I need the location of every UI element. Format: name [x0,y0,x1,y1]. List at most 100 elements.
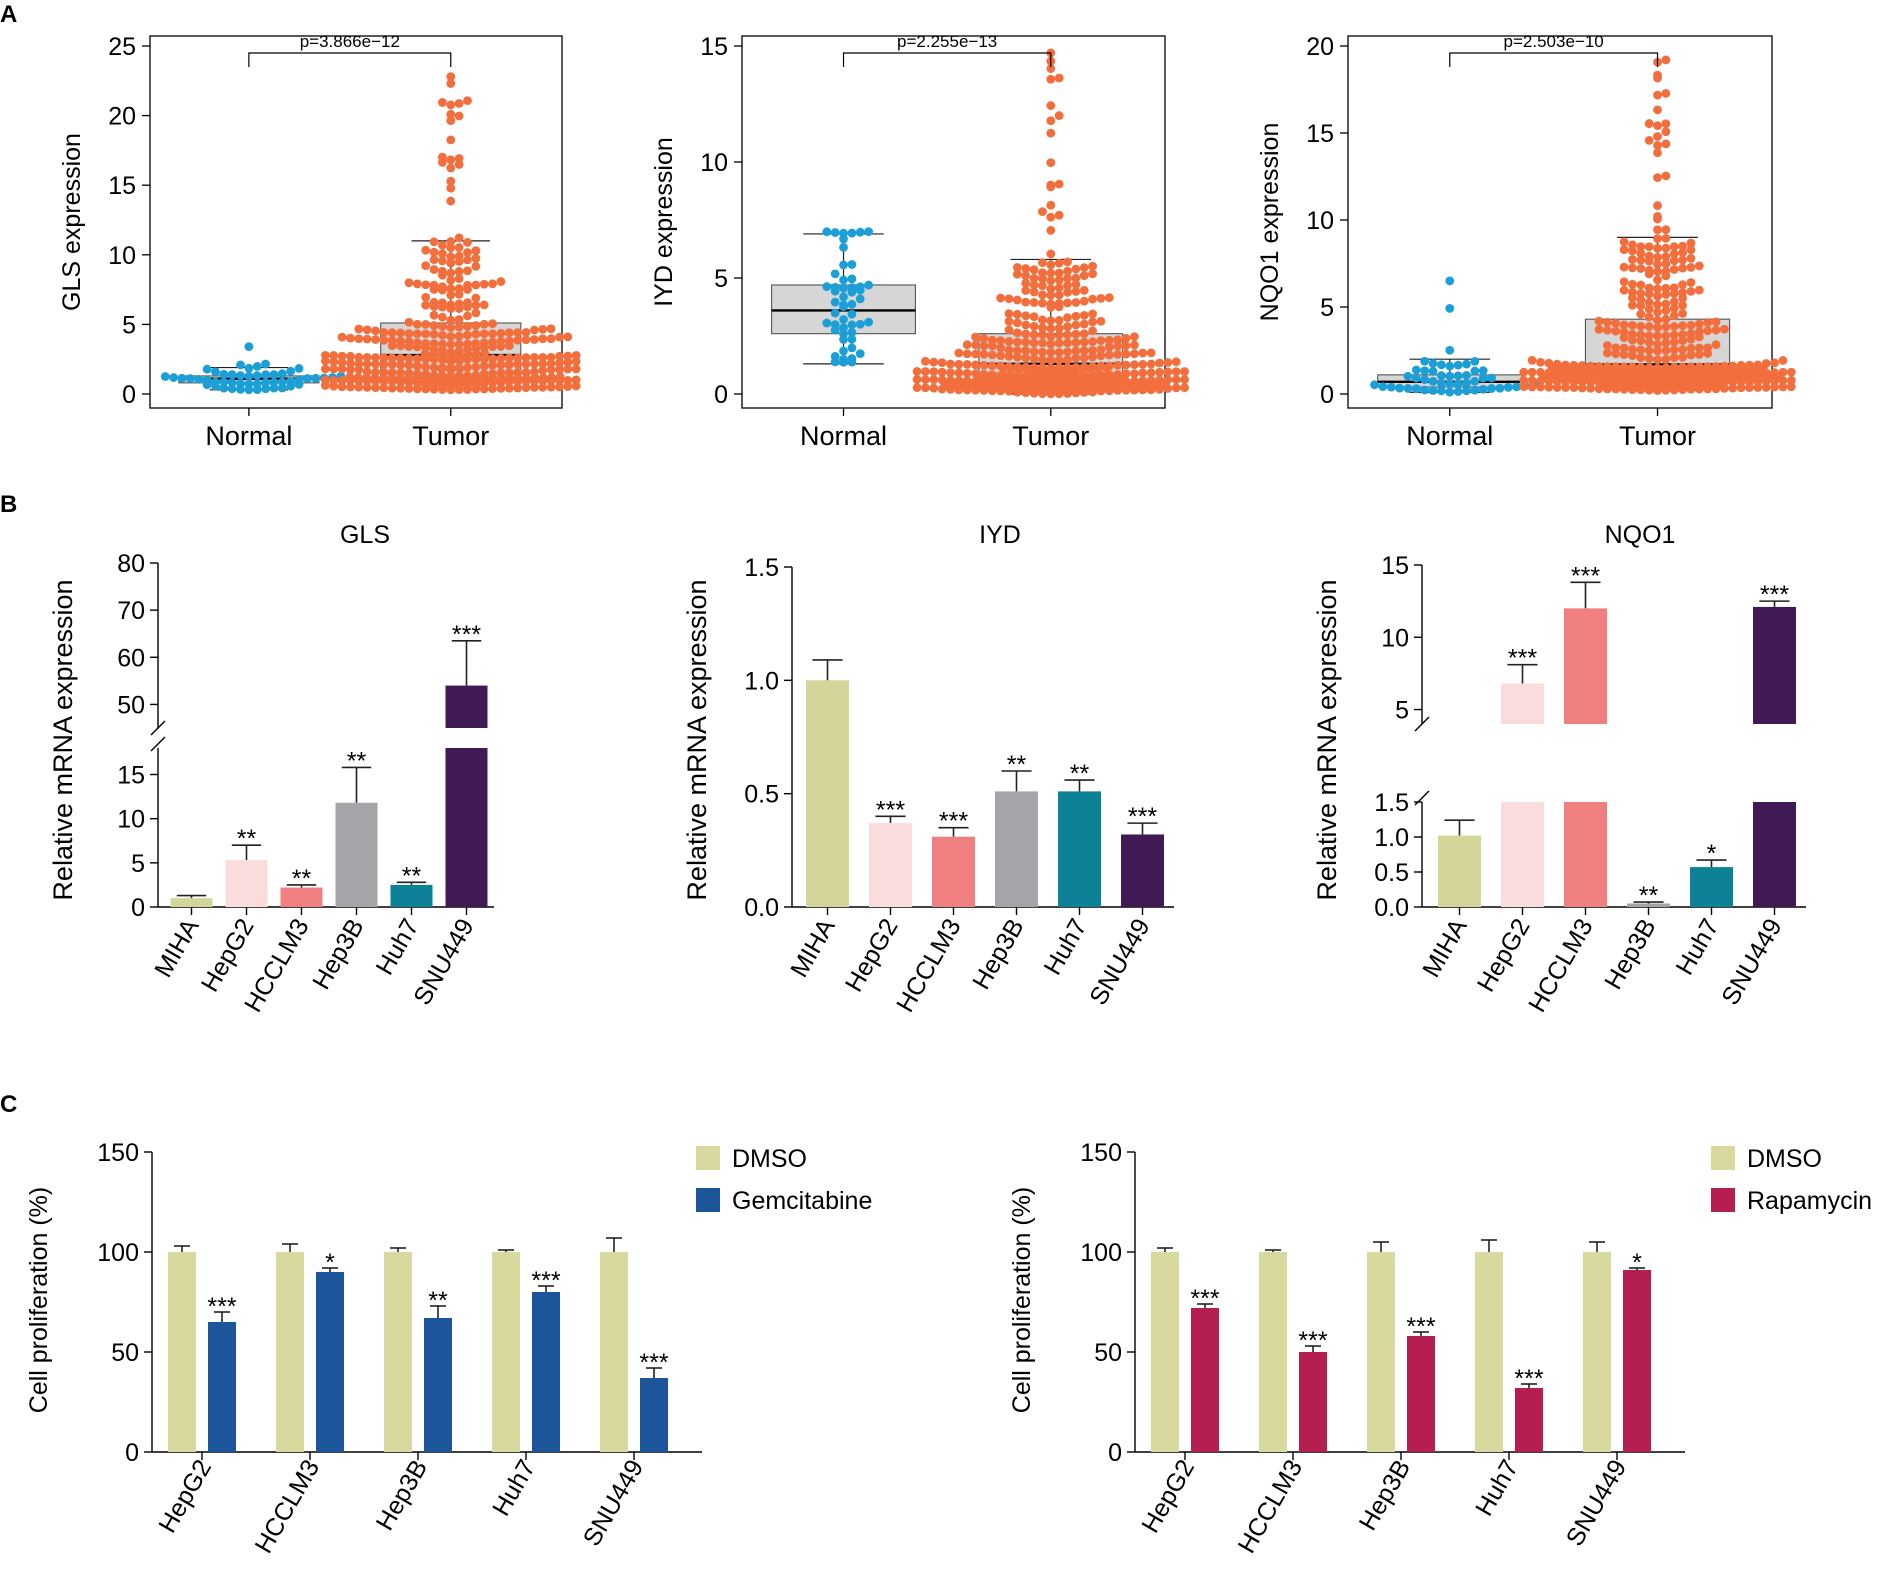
y-tick-label: 0 [125,1439,139,1467]
data-point [454,111,464,121]
data-point [1661,243,1671,253]
data-point [1071,338,1081,348]
legend-label: Rapamycin [1747,1187,1872,1215]
data-point [839,346,848,356]
data-point [1138,368,1148,378]
data-point [446,371,456,381]
data-point [1113,370,1123,379]
data-point [1644,265,1654,275]
data-point [396,368,405,378]
data-point [1021,311,1031,321]
data-point [1088,362,1097,371]
data-point [946,368,955,378]
data-point [371,383,380,393]
data-point [1063,313,1072,323]
points-normal [160,342,346,395]
data-point [454,274,464,283]
data-point [1063,355,1072,365]
y-tick-label: 1.5 [1374,789,1409,817]
data-point [971,332,980,342]
y-tick-label: 20 [108,103,136,131]
data-point [1071,311,1081,321]
significance-label: *** [1760,581,1789,609]
data-point [1678,352,1687,362]
data-point [1661,306,1671,315]
data-point [1736,383,1746,393]
data-point [379,367,389,377]
data-point [1171,383,1181,393]
x-tick-label: Tumor [1012,421,1089,451]
data-point [227,378,237,387]
bar-rapamycin [1191,1308,1219,1452]
data-point [864,317,873,327]
data-point [546,359,556,368]
data-point [1113,360,1123,370]
data-point [454,243,464,252]
data-point [1004,294,1014,304]
data-point [1636,242,1646,252]
data-point [1694,261,1704,271]
y-tick-label: 1.0 [1374,824,1409,852]
data-point [362,352,372,362]
data-point [1653,275,1662,285]
data-point [1678,345,1687,354]
data-point [1046,363,1056,373]
data-point [429,297,439,307]
data-point [546,352,556,362]
data-point [438,363,447,373]
bar-dmso [1151,1252,1179,1452]
data-point [1029,273,1039,283]
data-point [1619,285,1629,295]
data-point [1437,378,1446,388]
data-point [362,382,372,392]
data-point [547,372,557,382]
data-point [353,373,363,382]
x-tick-label: Tumor [412,421,489,451]
data-point [1644,338,1654,347]
data-point [1661,55,1671,65]
y-tick-label: 10 [1381,624,1409,652]
data-point [954,368,964,378]
data-point [912,374,922,384]
chart-title: GLS [340,521,390,549]
data-point [546,382,556,392]
data-point [488,369,497,379]
data-point [830,297,840,307]
data-point [202,375,212,385]
data-point [513,383,523,393]
data-point [1146,368,1156,378]
data-point [1420,356,1430,366]
data-point [1046,101,1056,110]
y-tick-label: 50 [117,691,145,719]
data-point [1644,283,1654,293]
data-point [286,376,296,386]
data-point [1653,140,1662,150]
data-point [962,349,972,359]
panel-label-c: C [0,1091,17,1118]
significance-label: ** [237,825,257,853]
data-point [1054,73,1064,83]
data-point [1453,360,1463,370]
data-point [1527,376,1537,385]
data-point [244,371,254,381]
data-point [1711,325,1721,335]
data-point [1063,266,1072,276]
x-tick-label: Huh7 [371,914,425,980]
data-point [1661,171,1671,181]
data-point [1552,359,1562,369]
data-point [1669,337,1679,347]
data-point [1088,261,1097,271]
data-point [387,336,397,345]
y-tick-label: 70 [117,597,145,625]
data-point [387,328,397,338]
data-point [1686,278,1696,287]
data-point [429,371,439,380]
data-point [847,274,857,284]
data-point [1079,346,1089,356]
data-point [446,183,456,193]
data-point [1653,225,1662,235]
data-point [1004,351,1014,361]
data-point [1644,251,1654,261]
data-point [412,329,422,339]
data-point [1653,323,1662,333]
